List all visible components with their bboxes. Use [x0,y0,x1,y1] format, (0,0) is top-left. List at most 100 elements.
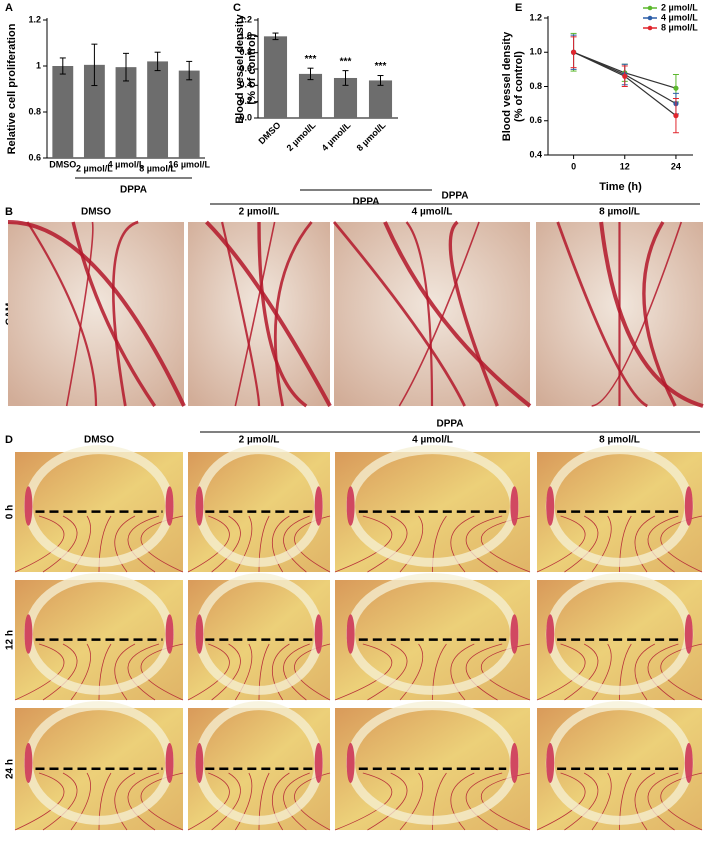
photo [536,701,703,831]
significance: *** [340,56,352,67]
ring-dye [546,486,555,526]
vessel [234,221,276,407]
vessel [465,515,503,573]
group-label: DPPA [352,197,379,208]
vessel [111,220,139,407]
x-tick-label: 2 µmol/L [76,163,113,173]
legend-label: 8 µmol/L [661,22,698,32]
point [673,113,679,119]
photo [536,573,703,701]
ring-dye [684,742,693,784]
y-tick-label: 0.4 [529,149,542,159]
vessel [283,515,310,573]
vessel [211,772,241,831]
vessel [127,515,160,573]
vessel [283,643,310,701]
panel-letter: D [5,434,13,446]
x-tick-label: 4 µmol/L [108,159,145,169]
photo [187,701,331,831]
row-label: 0 h [5,505,16,519]
point [622,73,628,79]
column-label: 4 µmol/L [412,435,453,446]
legend-marker [647,15,653,21]
legend-marker [647,25,653,31]
y-tick-label: 1.2 [239,14,252,24]
row-label: 24 h [5,759,16,779]
photo [334,701,531,831]
x-tick-label: DMSO [49,159,76,169]
vessel [14,643,65,701]
ring-dye [510,614,519,654]
ring-dye [165,486,174,526]
vessel [536,643,586,701]
photo-background [8,222,184,406]
x-tick-label: 2 µmol/L [285,120,318,153]
vessel [591,772,612,831]
ring-dye [346,614,355,654]
column-label: 2 µmol/L [239,207,280,218]
panel-letter: B [5,206,13,218]
vessel [127,772,160,831]
photo [332,220,532,408]
group-label: DPPA [436,419,463,430]
row-label: 12 h [5,630,16,650]
y-tick-label: 0.4 [239,80,252,90]
vessel [591,515,612,573]
y-tick-label: 1.2 [529,12,542,22]
vessel [647,515,679,573]
vessel [448,220,499,407]
bar [333,77,358,118]
vessel [465,643,503,701]
column-label: 4 µmol/L [412,207,453,218]
vessel [127,643,160,701]
bar [83,64,105,158]
vessel [405,221,434,407]
vessel [271,515,290,573]
x-tick-label: 4 µmol/L [320,120,353,153]
vessel [271,772,290,831]
x-tick-label: 16 µmol/L [168,159,210,169]
ring-dye [165,742,174,784]
vessel [334,772,393,831]
vessel [234,515,253,573]
column-label: DMSO [81,207,111,218]
photo [334,445,531,573]
vessel [647,643,679,701]
y-tick-label: 0.2 [239,96,252,106]
photo [14,573,184,701]
group-label: DPPA [441,191,468,202]
photo [187,445,331,573]
vessel [114,772,136,831]
ring-dye [510,486,519,526]
ring-dye [165,614,174,654]
ring-dye [346,486,355,526]
vessel [450,643,475,701]
panel-letter: C [233,2,241,14]
vessel [257,221,308,408]
x-tick-label: 8 µmol/L [139,163,176,173]
ring-dye [195,742,204,784]
ring-dye [195,614,204,654]
ring-dye [684,486,693,526]
photo [187,573,331,701]
vessel [334,643,393,701]
bar [147,61,169,158]
legend-label: 4 µmol/L [661,12,698,22]
vessel [273,221,313,407]
y-axis-label: Blood vessel density [501,31,513,141]
vessel [271,643,290,701]
x-tick-label: DMSO [256,120,282,146]
vessel [642,221,677,407]
vessel [114,515,136,573]
vessel [634,772,656,831]
vessel [42,515,78,573]
vessel [647,772,679,831]
y-tick-label: 1.0 [239,31,252,41]
photo [334,573,531,701]
y-axis-label: (% of control) [513,51,525,122]
x-tick-label: 24 [671,161,681,171]
vessel [70,772,91,831]
vessel [591,643,612,701]
vessel [42,772,78,831]
vessel [332,221,466,407]
